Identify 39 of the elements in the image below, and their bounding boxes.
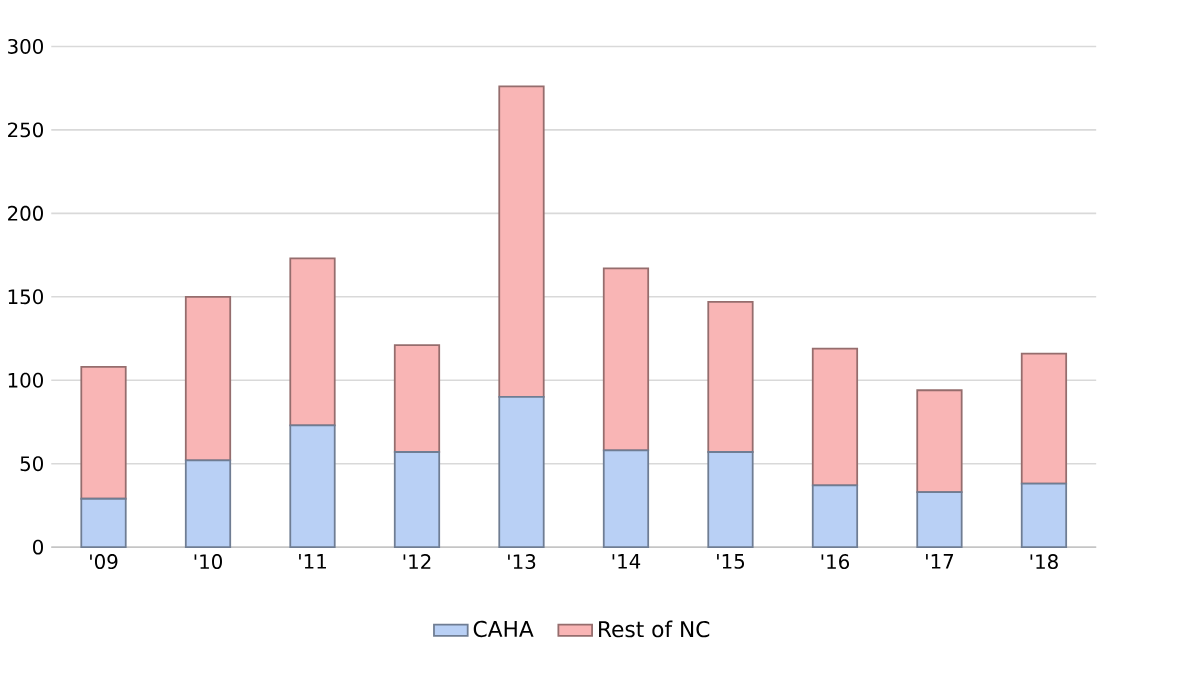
y-tick-label: 100 <box>8 372 43 388</box>
x-tick-label: '13 <box>508 553 536 569</box>
bar <box>916 490 963 548</box>
y-tick-label: 150 <box>8 289 43 305</box>
bar <box>602 267 650 452</box>
bar <box>707 300 754 453</box>
bar <box>811 484 859 548</box>
x-tick-label: '09 <box>90 553 118 569</box>
bar <box>393 450 441 548</box>
bar <box>289 424 336 548</box>
x-tick-label: '16 <box>821 553 850 569</box>
x-tick-label: '18 <box>1030 553 1058 569</box>
bar <box>184 295 232 462</box>
x-tick-label: '17 <box>926 553 954 569</box>
x-tick-label: '11 <box>299 553 326 569</box>
y-tick-label: 250 <box>8 122 43 138</box>
bar <box>1020 352 1068 485</box>
bar <box>80 497 127 548</box>
bar <box>811 347 859 487</box>
bar <box>289 257 336 426</box>
x-tick-label: '10 <box>194 553 222 569</box>
x-tick-label: '15 <box>717 553 745 569</box>
legend-label: Rest of NC <box>599 620 710 638</box>
bar <box>498 395 545 548</box>
bar <box>707 450 754 548</box>
bar <box>1020 482 1068 548</box>
y-tick-label: 0 <box>33 539 43 555</box>
bar <box>498 85 545 398</box>
legend-label: CAHA <box>473 620 534 637</box>
bar <box>184 459 232 548</box>
y-tick-label: 300 <box>8 38 43 54</box>
y-tick-label: 200 <box>8 205 43 221</box>
bar <box>80 365 127 500</box>
bar <box>393 344 441 453</box>
bar <box>916 389 963 493</box>
x-tick-label: '14 <box>612 553 641 569</box>
x-tick-label: '12 <box>403 553 431 569</box>
y-tick-label: 50 <box>20 455 43 471</box>
bar <box>602 449 650 548</box>
